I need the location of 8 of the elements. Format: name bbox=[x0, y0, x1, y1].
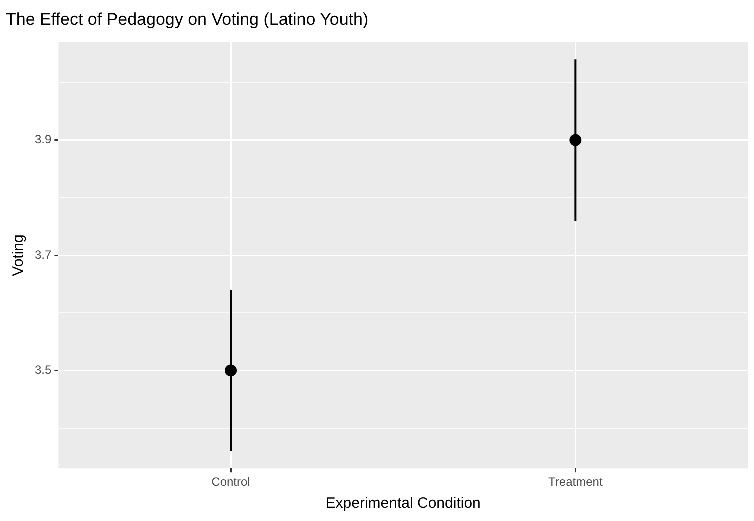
y-axis-title: Voting bbox=[10, 234, 28, 276]
x-axis-title: Experimental Condition bbox=[326, 495, 481, 512]
y-tick-label: 3.7 bbox=[34, 248, 52, 262]
x-tick-label: Control bbox=[212, 475, 250, 490]
x-tick-label: Treatment bbox=[548, 475, 604, 490]
y-tick-label: 3.5 bbox=[34, 363, 52, 377]
y-tick-label: 3.9 bbox=[34, 132, 52, 147]
chart-title: The Effect of Pedagogy on Voting (Latino Youth) bbox=[6, 10, 369, 29]
